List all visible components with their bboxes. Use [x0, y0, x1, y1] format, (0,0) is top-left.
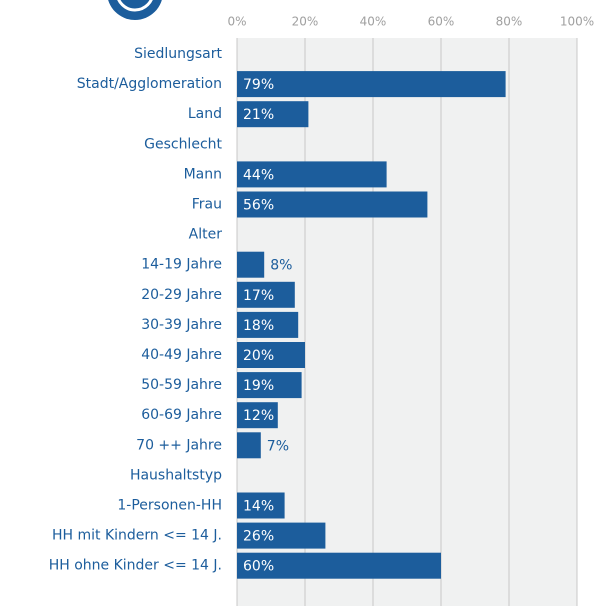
y-tick-label: Siedlungsart [134, 46, 222, 62]
bar [237, 492, 285, 519]
x-tick-label: 80% [496, 15, 523, 29]
data-label: 14% [243, 499, 274, 515]
data-label: 19% [243, 378, 274, 394]
y-tick-label: Stadt/Agglomeration [77, 76, 222, 92]
y-tick-label: Alter [189, 227, 223, 243]
data-label: 44% [243, 167, 274, 183]
bar [237, 281, 295, 308]
y-tick-label: Frau [192, 197, 222, 213]
y-tick-label: 30-39 Jahre [141, 317, 222, 333]
data-label: 21% [243, 107, 274, 123]
bar [237, 251, 265, 278]
y-tick-label: 70 ++ Jahre [136, 437, 222, 453]
data-label: 60% [243, 559, 274, 575]
bar [237, 552, 441, 579]
data-label: 20% [243, 348, 274, 364]
y-tick-label: HH ohne Kinder <= 14 J. [49, 558, 222, 574]
y-tick-label: Geschlecht [144, 136, 222, 152]
data-label: 56% [243, 198, 274, 214]
data-label: 17% [243, 288, 274, 304]
data-label: 26% [243, 529, 274, 545]
x-tick-label: 0% [227, 15, 246, 29]
y-tick-label: Haushaltstyp [130, 467, 222, 483]
bar [237, 101, 309, 128]
x-tick-label: 40% [360, 15, 387, 29]
y-tick-label: 1-Personen-HH [117, 498, 222, 514]
data-label: 12% [243, 408, 274, 424]
bar [237, 161, 387, 188]
bar [237, 432, 261, 459]
y-tick-label: 60-69 Jahre [141, 407, 222, 423]
bar [237, 372, 302, 399]
bar [237, 71, 506, 98]
y-tick-label: 20-29 Jahre [141, 287, 222, 303]
data-label: 79% [243, 77, 274, 93]
bar [237, 191, 428, 218]
y-tick-label: 50-59 Jahre [141, 377, 222, 393]
x-tick-label: 60% [428, 15, 455, 29]
bar [237, 342, 305, 368]
data-label: 18% [243, 318, 274, 334]
data-label: 8% [270, 258, 292, 274]
logo [108, 0, 162, 20]
bar [237, 402, 278, 429]
y-tick-label: 14-19 Jahre [141, 257, 222, 273]
x-tick-label: 20% [292, 15, 319, 29]
x-tick-label: 100% [560, 15, 594, 29]
y-tick-label: Land [188, 106, 222, 122]
data-label: 7% [267, 438, 289, 454]
y-tick-label: 40-49 Jahre [141, 347, 222, 363]
y-tick-label: HH mit Kindern <= 14 J. [52, 528, 222, 544]
bar [237, 522, 326, 549]
bar [237, 311, 299, 338]
y-tick-label: Mann [184, 166, 222, 182]
